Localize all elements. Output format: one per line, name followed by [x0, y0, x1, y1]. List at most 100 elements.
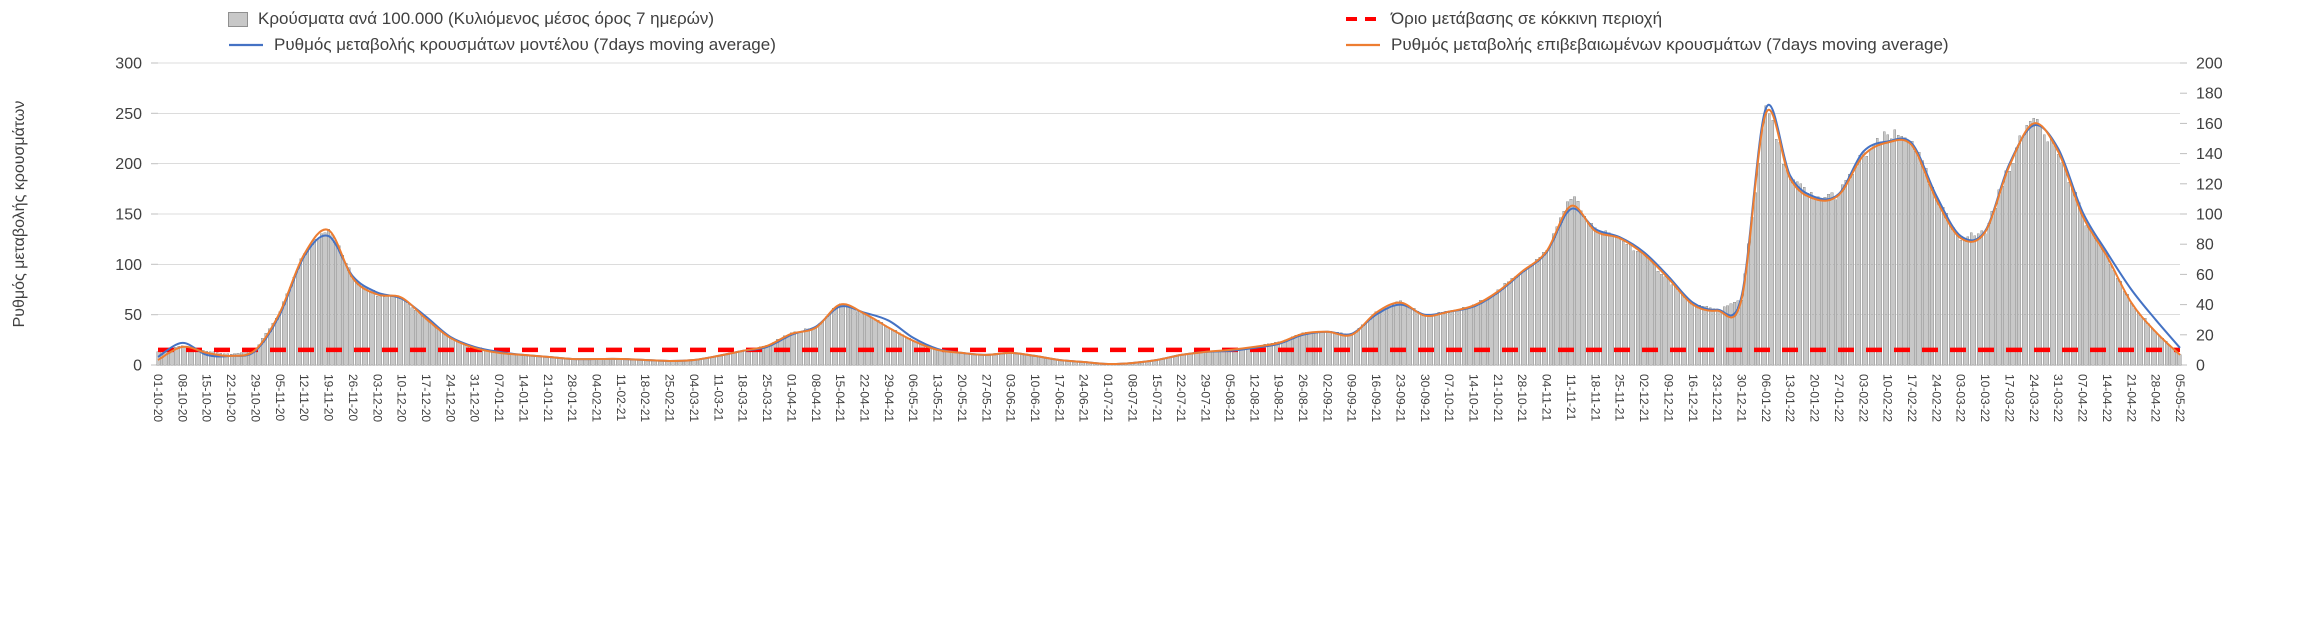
svg-text:24-02-22: 24-02-22: [1929, 374, 1943, 422]
svg-text:17-03-22: 17-03-22: [2003, 374, 2017, 422]
legend-item-cases-per-100k: Κρούσματα ανά 100.000 (Κυλιόμενος μέσος …: [228, 8, 714, 30]
svg-text:04-03-21: 04-03-21: [687, 374, 701, 422]
x-axis-labels: 01-10-20 08-10-20 15-10-20 22-10-20 29-10-20…: [151, 374, 2187, 422]
svg-text:29-10-20: 29-10-20: [248, 374, 262, 422]
svg-text:25-02-21: 25-02-21: [663, 374, 677, 422]
svg-text:08-07-21: 08-07-21: [1126, 374, 1140, 422]
svg-text:25-03-21: 25-03-21: [760, 374, 774, 422]
svg-text:0: 0: [133, 358, 142, 375]
y-axis-left-labels: 0 50 100 150 200 250 300: [115, 56, 158, 375]
svg-text:16-09-21: 16-09-21: [1369, 374, 1383, 422]
svg-text:19-11-20: 19-11-20: [322, 374, 336, 421]
bars-series: [156, 105, 2182, 366]
svg-text:160: 160: [2196, 116, 2223, 133]
svg-text:15-10-20: 15-10-20: [200, 374, 214, 422]
svg-text:120: 120: [2196, 176, 2223, 193]
svg-text:140: 140: [2196, 146, 2223, 163]
svg-text:80: 80: [2196, 237, 2214, 254]
svg-text:18-03-21: 18-03-21: [736, 374, 750, 422]
svg-text:10-12-20: 10-12-20: [395, 374, 409, 422]
svg-text:11-02-21: 11-02-21: [614, 374, 628, 421]
svg-text:08-10-20: 08-10-20: [175, 374, 189, 422]
svg-text:26-11-20: 26-11-20: [346, 374, 360, 421]
bar-series-icon: [228, 11, 248, 27]
svg-text:24-12-20: 24-12-20: [443, 374, 457, 422]
svg-text:31-12-20: 31-12-20: [468, 374, 482, 422]
svg-text:28-10-21: 28-10-21: [1515, 374, 1529, 422]
svg-text:40: 40: [2196, 297, 2214, 314]
svg-text:18-11-21: 18-11-21: [1588, 374, 1602, 421]
y-axis-right-labels: 0 20 40 60 80 100 120 140 160 180 200: [2180, 56, 2223, 375]
svg-text:23-12-21: 23-12-21: [1710, 374, 1724, 422]
svg-text:03-12-20: 03-12-20: [370, 374, 384, 422]
svg-text:16-12-21: 16-12-21: [1686, 374, 1700, 422]
svg-text:07-01-21: 07-01-21: [492, 374, 506, 422]
svg-text:14-10-21: 14-10-21: [1467, 374, 1481, 422]
svg-text:11-03-21: 11-03-21: [711, 374, 725, 421]
svg-text:26-08-21: 26-08-21: [1296, 374, 1310, 422]
svg-text:0: 0: [2196, 358, 2205, 375]
svg-text:09-12-21: 09-12-21: [1661, 374, 1675, 422]
svg-text:13-01-22: 13-01-22: [1783, 374, 1797, 422]
svg-text:50: 50: [124, 307, 142, 324]
svg-text:10-02-22: 10-02-22: [1881, 374, 1895, 422]
svg-text:22-07-21: 22-07-21: [1174, 374, 1188, 422]
svg-text:01-07-21: 01-07-21: [1101, 374, 1115, 422]
legend-label-cases-per-100k: Κρούσματα ανά 100.000 (Κυλιόμενος μέσος …: [258, 9, 715, 28]
svg-text:02-09-21: 02-09-21: [1320, 374, 1334, 422]
svg-text:03-02-22: 03-02-22: [1856, 374, 1870, 422]
svg-text:06-05-21: 06-05-21: [906, 374, 920, 422]
svg-text:22-10-20: 22-10-20: [224, 374, 238, 422]
legend-item-model-rate: Ρυθμός μεταβολής κρουσμάτων μοντέλου (7d…: [228, 34, 776, 56]
svg-text:13-05-21: 13-05-21: [931, 374, 945, 422]
svg-text:200: 200: [115, 156, 142, 173]
threshold-dash-icon: [1346, 17, 1380, 21]
svg-text:24-06-21: 24-06-21: [1077, 374, 1091, 422]
svg-text:17-06-21: 17-06-21: [1052, 374, 1066, 422]
svg-text:10-06-21: 10-06-21: [1028, 374, 1042, 422]
svg-text:19-08-21: 19-08-21: [1272, 374, 1286, 422]
svg-text:12-11-20: 12-11-20: [297, 374, 311, 421]
svg-text:11-11-21: 11-11-21: [1564, 374, 1578, 421]
svg-text:04-02-21: 04-02-21: [590, 374, 604, 422]
svg-text:02-12-21: 02-12-21: [1637, 374, 1651, 422]
svg-text:05-08-21: 05-08-21: [1223, 374, 1237, 422]
svg-text:20-05-21: 20-05-21: [955, 374, 969, 422]
svg-text:15-04-21: 15-04-21: [833, 374, 847, 422]
y-axis-title: Ρυθμός μεταβολής κρουσμάτων: [11, 101, 28, 328]
svg-text:29-07-21: 29-07-21: [1199, 374, 1213, 422]
chart-legend: Κρούσματα ανά 100.000 (Κυλιόμενος μέσος …: [0, 0, 2321, 60]
svg-text:08-04-21: 08-04-21: [809, 374, 823, 422]
legend-label-model-rate: Ρυθμός μεταβολής κρουσμάτων μοντέλου (7d…: [274, 35, 776, 54]
svg-text:14-01-21: 14-01-21: [516, 374, 530, 422]
svg-text:100: 100: [2196, 207, 2223, 224]
svg-text:03-03-22: 03-03-22: [1954, 374, 1968, 422]
svg-text:29-04-21: 29-04-21: [882, 374, 896, 422]
svg-text:24-03-22: 24-03-22: [2027, 374, 2041, 422]
svg-text:20: 20: [2196, 327, 2214, 344]
confirmed-line-icon: [1346, 43, 1380, 47]
svg-text:06-01-22: 06-01-22: [1759, 374, 1773, 422]
svg-text:12-08-21: 12-08-21: [1247, 374, 1261, 422]
svg-text:100: 100: [115, 257, 142, 274]
svg-text:27-05-21: 27-05-21: [979, 374, 993, 422]
svg-text:05-05-22: 05-05-22: [2173, 374, 2187, 422]
svg-text:150: 150: [115, 207, 142, 224]
svg-text:28-04-22: 28-04-22: [2149, 374, 2163, 422]
svg-text:22-04-21: 22-04-21: [858, 374, 872, 422]
svg-text:03-06-21: 03-06-21: [1004, 374, 1018, 422]
legend-label-threshold: Όριο μετάβασης σε κόκκινη περιοχή: [1391, 9, 1663, 28]
svg-text:23-09-21: 23-09-21: [1393, 374, 1407, 422]
svg-text:25-11-21: 25-11-21: [1613, 374, 1627, 421]
svg-text:10-03-22: 10-03-22: [1978, 374, 1992, 422]
svg-text:05-11-20: 05-11-20: [273, 374, 287, 421]
legend-label-confirmed-rate: Ρυθμός μεταβολής επιβεβαιωμένων κρουσμάτ…: [1391, 35, 1949, 54]
svg-text:28-01-21: 28-01-21: [565, 374, 579, 422]
svg-text:300: 300: [115, 56, 142, 73]
svg-text:30-12-21: 30-12-21: [1735, 374, 1749, 422]
svg-text:21-01-21: 21-01-21: [541, 374, 555, 422]
svg-text:200: 200: [2196, 56, 2223, 73]
svg-text:250: 250: [115, 106, 142, 123]
